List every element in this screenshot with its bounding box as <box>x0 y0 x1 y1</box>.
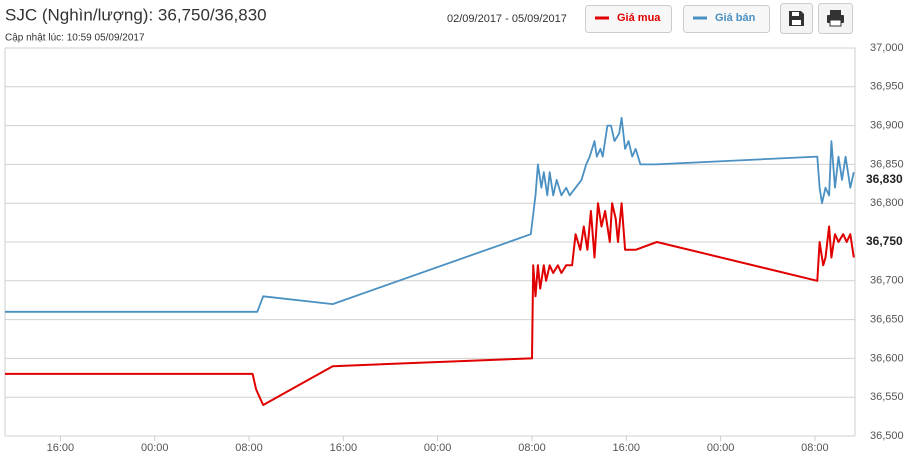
current-price-label: 36,750 <box>866 234 903 248</box>
y-tick-label: 36,700 <box>870 275 904 287</box>
save-icon-slot <box>792 12 799 16</box>
y-tick-label: 36,600 <box>870 352 904 364</box>
y-tick-label: 36,900 <box>870 120 904 132</box>
y-tick-label: 36,650 <box>870 314 904 326</box>
current-price-label: 36,830 <box>866 172 903 186</box>
x-tick-label: 16:00 <box>47 442 75 454</box>
legend-button[interactable] <box>683 5 770 33</box>
print-icon-paper <box>829 19 842 27</box>
price-line <box>5 116 855 313</box>
legend-label: Giá mua <box>617 12 661 24</box>
y-tick-label: 36,850 <box>870 158 904 170</box>
legend-label: Giá bán <box>715 12 756 24</box>
save-icon-label <box>792 20 801 25</box>
y-tick-label: 36,950 <box>870 81 904 93</box>
x-tick-label: 08:00 <box>801 442 829 454</box>
update-time: Cập nhật lúc: 10:59 05/09/2017 <box>5 33 145 44</box>
current-price-bg <box>862 171 912 188</box>
x-tick-label: 00:00 <box>141 442 169 454</box>
y-tick-label: 36,800 <box>870 197 904 209</box>
date-range[interactable]: 02/09/2017 - 05/09/2017 <box>447 13 567 25</box>
x-tick-label: 16:00 <box>613 442 641 454</box>
legend-item[interactable]: Giá mua <box>585 5 672 33</box>
legend-button[interactable] <box>585 5 672 33</box>
print-button[interactable] <box>818 3 853 34</box>
print-icon-top <box>830 10 841 15</box>
x-tick-label: 08:00 <box>235 442 263 454</box>
x-tick-label: 00:00 <box>424 442 452 454</box>
price-line <box>5 202 855 406</box>
x-tick-label: 08:00 <box>518 442 546 454</box>
chart-title: SJC (Nghìn/lượng): 36,750/36,830 <box>5 5 267 24</box>
legend-item[interactable]: Giá bán <box>683 5 770 33</box>
save-button[interactable] <box>780 3 813 34</box>
y-tick-label: 36,500 <box>870 430 904 442</box>
y-tick-label: 36,550 <box>870 391 904 403</box>
current-price-bg <box>862 234 912 250</box>
x-tick-label: 00:00 <box>707 442 735 454</box>
y-tick-label: 37,000 <box>870 42 904 54</box>
x-tick-label: 16:00 <box>330 442 358 454</box>
